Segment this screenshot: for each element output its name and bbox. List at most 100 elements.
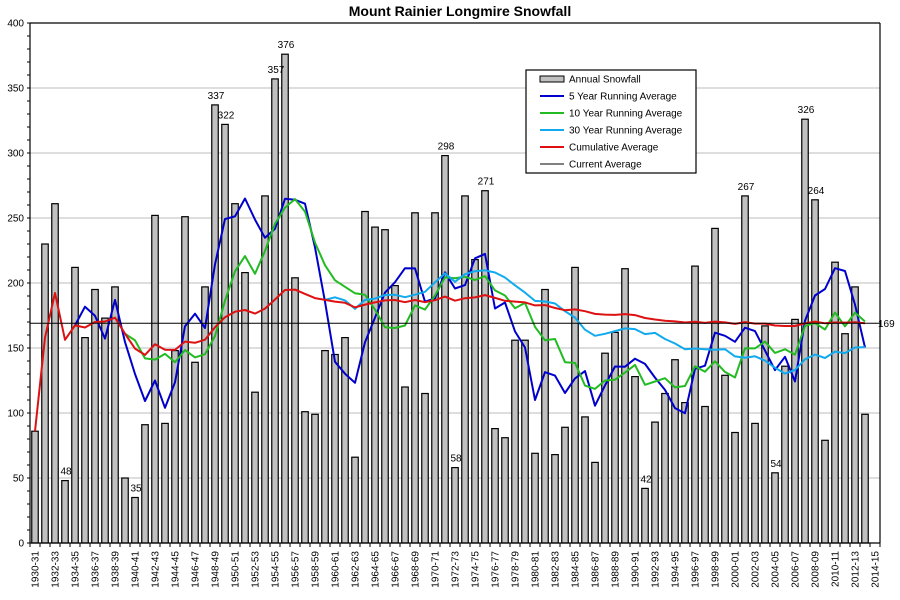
x-tick-label: 2014-15: [871, 551, 882, 588]
x-tick-label: 1960-61: [331, 551, 342, 588]
bar-1942-43: [151, 214, 159, 544]
bar-1969-70: [421, 392, 429, 544]
x-tick-label: 1978-79: [511, 551, 522, 588]
bar-1943-44: [161, 422, 169, 544]
bar-1941-42: [141, 424, 149, 544]
bar-1967-68: [401, 386, 409, 544]
x-tick-label: 1932-33: [51, 551, 62, 588]
bar-1977-78: [501, 437, 509, 544]
legend-box: [525, 69, 697, 174]
bar-1958-59: [311, 413, 319, 544]
x-tick-label: 1984-85: [571, 551, 582, 588]
legend-label: Current Average: [569, 160, 642, 171]
x-tick-label: 1988-89: [611, 551, 622, 588]
bar-1978-79: [511, 339, 519, 544]
y-tick-label: 350: [7, 84, 24, 95]
bar-1989-90: [621, 268, 629, 544]
bar-2005-06: [781, 365, 789, 544]
bar-2000-01: [731, 431, 739, 544]
bar-2003-04: [761, 325, 769, 544]
legend-label: Cumulative Average: [569, 143, 659, 154]
bar-1998-99: [711, 227, 719, 544]
data-label: 326: [798, 105, 815, 116]
data-label: 357: [268, 65, 285, 76]
y-tick-label: 150: [7, 344, 24, 355]
bar-1937-38: [101, 317, 109, 544]
bar-1993-94: [661, 392, 669, 544]
bar-2002-03: [751, 422, 759, 544]
y-tick-label: 250: [7, 214, 24, 225]
bar-1997-98: [701, 405, 709, 544]
bar-1959-60: [321, 350, 329, 544]
bar-1965-66: [381, 229, 389, 544]
bar-2001-02: [741, 195, 749, 544]
data-label: 267: [738, 182, 755, 193]
bar-1933-34: [61, 480, 69, 544]
x-tick-label: 1980-81: [531, 551, 542, 588]
bar-1956-57: [291, 277, 299, 544]
bar-1986-87: [591, 461, 599, 544]
bar-1981-82: [541, 288, 549, 544]
bar-1980-81: [531, 452, 539, 544]
bar-1930-31: [31, 430, 39, 544]
x-tick-label: 1954-55: [271, 551, 282, 588]
data-label: 271: [478, 177, 495, 188]
bar-1960-61: [331, 353, 339, 544]
bar-1983-84: [561, 426, 569, 544]
x-tick-label: 1950-51: [231, 551, 242, 588]
legend-swatch-bar: [539, 75, 565, 83]
bar-1964-65: [371, 226, 379, 544]
data-label: 264: [808, 186, 825, 197]
chart-title: Mount Rainier Longmire Snowfall: [349, 3, 571, 19]
x-tick-label: 2002-03: [751, 551, 762, 588]
data-labels: 169 48 35 337 322 357 376 298 58 271 42 267 54 326 264: [60, 40, 895, 494]
y-tick-label: 300: [7, 149, 24, 160]
x-tick-label: 1976-77: [491, 551, 502, 588]
x-tick-label: 1986-87: [591, 551, 602, 588]
bar-1999-00: [721, 374, 729, 544]
x-tick-label: 1966-67: [391, 551, 402, 588]
x-tick-label: 1948-49: [211, 551, 222, 588]
bar-1932-33: [51, 203, 59, 544]
bar-1951-52: [241, 272, 249, 544]
x-tick-label: 1958-59: [311, 551, 322, 588]
x-tick-label: 2006-07: [791, 551, 802, 588]
bar-1966-67: [391, 285, 399, 544]
bar-1971-72: [441, 155, 449, 544]
data-label: 42: [640, 474, 652, 485]
x-tick-label: 1938-39: [111, 551, 122, 588]
bars: [31, 53, 869, 544]
bar-1968-69: [411, 212, 419, 544]
x-tick-label: 1940-41: [131, 551, 142, 588]
data-label: 298: [438, 142, 455, 153]
x-tick-label: 1956-57: [291, 551, 302, 588]
bar-1985-86: [581, 416, 589, 544]
x-tick-label: 1930-31: [31, 551, 42, 588]
axes: 0 50 100 150 200 250 300 350 400 1930-31 1932-33 19…: [7, 19, 881, 588]
bar-1974-75: [471, 259, 479, 544]
x-tick-label: 1942-43: [151, 551, 162, 588]
x-tick-label: 2000-01: [731, 551, 742, 588]
bar-1982-83: [551, 454, 559, 544]
x-tick-label: 1944-45: [171, 551, 182, 588]
bar-1963-64: [361, 210, 369, 544]
bar-1957-58: [301, 411, 309, 544]
bar-1973-74: [461, 195, 469, 544]
bar-1972-73: [451, 467, 459, 544]
data-label: 376: [278, 40, 295, 51]
line-cumulative-average: [34, 288, 866, 432]
legend-label: 5 Year Running Average: [569, 92, 677, 103]
data-label: 322: [218, 110, 235, 121]
series-lines: [30, 197, 880, 432]
y-tick-label: 200: [7, 279, 24, 290]
data-label: 58: [450, 454, 462, 465]
x-tick-label: 1974-75: [471, 551, 482, 588]
data-label: 337: [208, 91, 225, 102]
x-tick-label: 1946-47: [191, 551, 202, 588]
y-tick-label: 400: [7, 19, 24, 30]
x-tick-label: 2008-09: [811, 551, 822, 588]
y-tick-label: 0: [18, 539, 24, 550]
x-tick-label: 1934-35: [71, 551, 82, 588]
bar-2012-13: [851, 286, 859, 544]
bar-1975-76: [481, 190, 489, 544]
